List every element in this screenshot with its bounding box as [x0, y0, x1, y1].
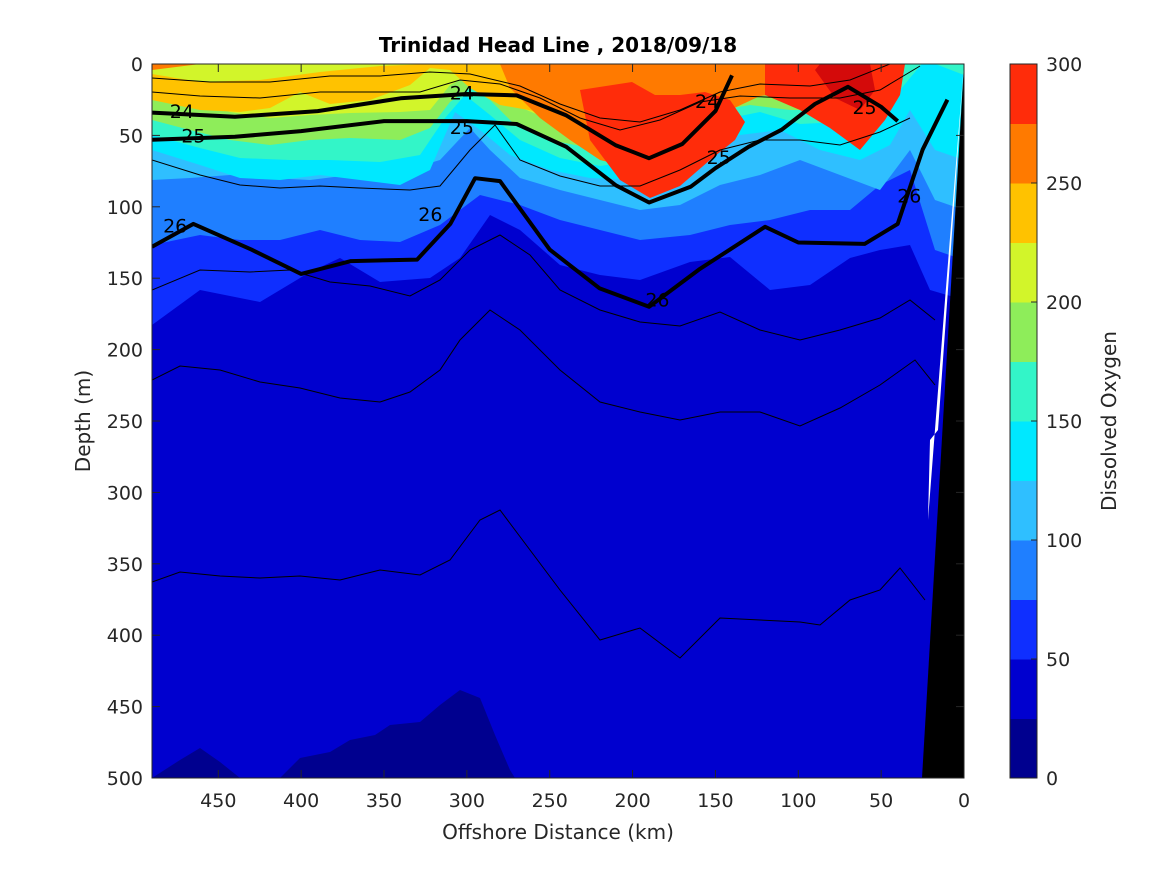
colorbar-tick-label: 300: [1046, 54, 1082, 76]
colorbar-segment: [1010, 361, 1037, 422]
colorbar-segment: [1010, 183, 1037, 243]
colorbar-tick-label: 100: [1046, 530, 1082, 552]
colorbar-segment: [1010, 599, 1037, 660]
band-275-300-a: [580, 82, 745, 198]
thin-contours: [152, 64, 936, 659]
y-axis-label: Depth (m): [71, 370, 95, 472]
y-tick-label: 350: [107, 554, 143, 576]
colorbar: 0 50 100 150 200 250 300: [1009, 54, 1082, 790]
land-mask-edge: [928, 64, 964, 520]
x-tick-label: 0: [958, 790, 970, 812]
colorbar-tick-label: 200: [1046, 292, 1082, 314]
y-tick-label: 100: [107, 197, 143, 219]
colorbar-segment: [1010, 480, 1037, 541]
colorbar-segment: [1010, 123, 1037, 184]
isopycnal-24: [152, 74, 734, 161]
colorbar-tick-label: 50: [1046, 649, 1070, 671]
band-25-50: [152, 525, 964, 778]
x-tick-label: 350: [366, 790, 402, 812]
x-tick-label: 200: [614, 790, 650, 812]
land-mask: [922, 64, 964, 778]
isopycnal-26: [152, 98, 950, 309]
contour-label: 26: [645, 290, 669, 312]
isopycnal-25: [152, 84, 900, 205]
y-tick-label: 50: [119, 125, 143, 147]
colorbar-segment: [1010, 540, 1037, 600]
contour-label: 24: [170, 101, 194, 123]
contour-label: 26: [897, 185, 921, 207]
y-tick-label: 450: [107, 697, 143, 719]
contour-label: 24: [450, 83, 474, 105]
y-tick-label: 0: [131, 54, 143, 76]
x-tick-label: 300: [449, 790, 485, 812]
colorbar-segment: [1010, 302, 1037, 362]
chart-title: Trinidad Head Line , 2018/09/18: [379, 33, 737, 57]
band-0-25-b: [280, 690, 515, 778]
x-tick-label: 150: [697, 790, 733, 812]
colorbar-label: Dissolved Oxygen: [1097, 331, 1121, 511]
y-tick-label: 250: [107, 411, 143, 433]
contour-label: 25: [450, 117, 474, 139]
x-tick-label: 400: [283, 790, 319, 812]
colorbar-tick-label: 250: [1046, 173, 1082, 195]
colorbar-tick-label: 0: [1046, 768, 1058, 790]
contour-label: 25: [852, 97, 876, 119]
colorbar-segment: [1010, 659, 1037, 719]
colorbar-segment: [1010, 64, 1037, 124]
y-tick-label: 150: [107, 268, 143, 290]
contour-label: 26: [163, 215, 187, 237]
x-tick-label: 250: [532, 790, 568, 812]
y-axis: 0 50 100 150 200 250 300 350 400 450 500: [107, 54, 964, 790]
x-axis: 450 400 350 300 250 200 150 100 50 0: [200, 64, 970, 812]
colorbar-tick-label: 150: [1046, 411, 1082, 433]
contour-label: 26: [418, 204, 442, 226]
y-tick-label: 500: [107, 768, 143, 790]
contour-label: 24: [695, 91, 719, 113]
contour-label: 25: [707, 147, 731, 169]
band-250-275-corner: [152, 64, 200, 70]
y-tick-label: 400: [107, 625, 143, 647]
y-tick-label: 200: [107, 340, 143, 362]
y-tick-label: 300: [107, 482, 143, 504]
isopycnal-contours: [152, 74, 950, 309]
colorbar-segment: [1010, 242, 1037, 303]
x-axis-label: Offshore Distance (km): [442, 820, 674, 844]
x-tick-label: 100: [780, 790, 816, 812]
contour-label: 25: [181, 125, 205, 147]
colorbar-segment: [1010, 718, 1037, 779]
x-tick-label: 450: [200, 790, 236, 812]
band-200-225-top: [152, 64, 430, 82]
x-tick-label: 50: [869, 790, 893, 812]
colorbar-segment: [1010, 421, 1037, 481]
